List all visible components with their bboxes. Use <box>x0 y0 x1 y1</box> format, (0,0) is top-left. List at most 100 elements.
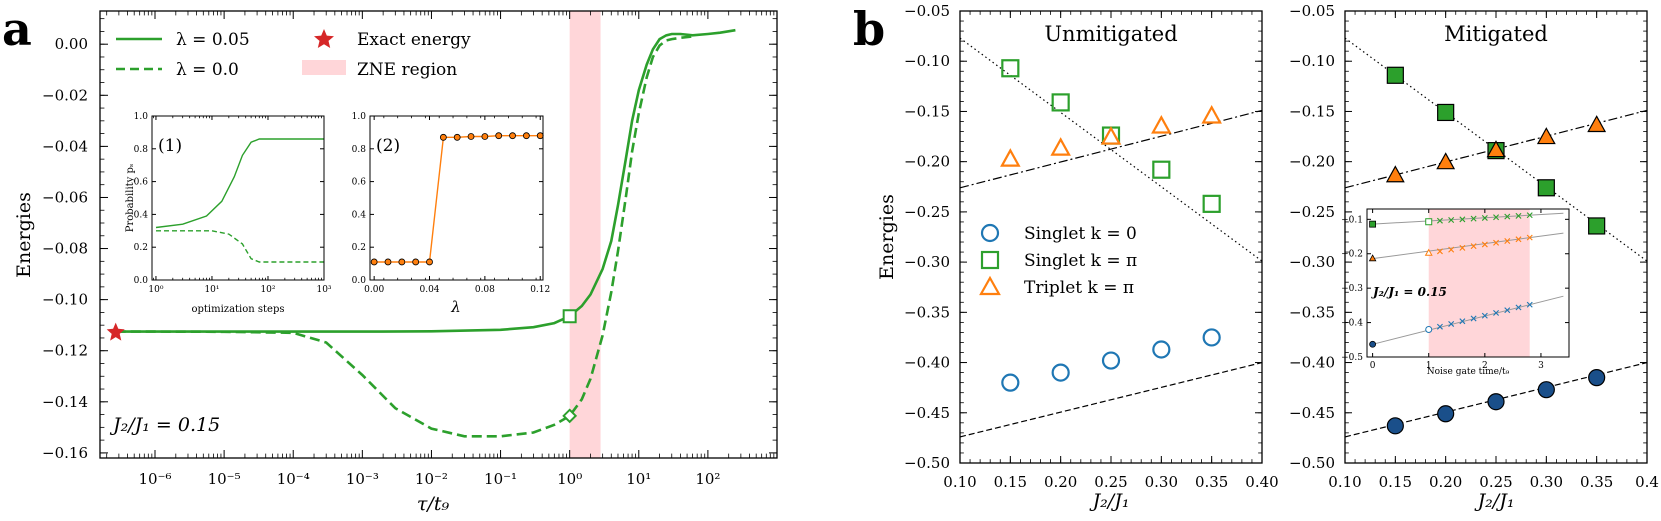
exact-energy-star-icon <box>106 322 125 341</box>
inset-x-point <box>1481 214 1488 221</box>
inset-x-point <box>1436 248 1443 255</box>
series-lambda-005-line <box>115 28 736 333</box>
square-point <box>1537 179 1555 197</box>
inset-x-point <box>1493 214 1500 221</box>
x-tick-label: 2 <box>1482 361 1488 371</box>
y-tick-label: −0.14 <box>42 393 88 411</box>
x-tick-label: 0.00 <box>364 285 384 295</box>
triangle-point <box>1536 127 1556 145</box>
x-tick-label: 10² <box>260 285 275 295</box>
y-tick-label: −0.02 <box>42 86 88 104</box>
inset-x-point <box>1504 213 1511 220</box>
panel-a-markers <box>106 309 578 424</box>
inset2-point <box>495 132 503 140</box>
circle-point <box>1001 373 1020 392</box>
panel-a-lines <box>115 28 736 438</box>
triangle-point <box>1000 148 1021 167</box>
inset-x-point <box>1515 212 1522 219</box>
x-tick-label: 10⁻⁴ <box>277 470 310 488</box>
x-tick-label: 10⁻⁶ <box>138 470 171 488</box>
legend-triplet-kpi: Triplet k = π <box>1024 278 1134 298</box>
panel-b-inset-frame <box>1366 208 1570 358</box>
inset2-point <box>439 133 447 141</box>
panel-a-annotation: J₂/J₁ = 0.15 <box>109 414 220 436</box>
circle-point <box>1051 363 1070 382</box>
circle-point <box>1487 393 1505 411</box>
x-tick-label: 0.4 <box>1635 473 1659 491</box>
triangle-point <box>1486 140 1506 158</box>
inset-x-point <box>1515 236 1522 243</box>
y-tick-label: −0.20 <box>904 153 950 171</box>
y-tick-label: −0.15 <box>1289 102 1335 120</box>
inset-first-point <box>1425 218 1433 226</box>
x-tick-label: 10⁰ <box>148 285 163 295</box>
y-tick-label: −0.10 <box>904 52 950 70</box>
y-tick-label: 0.2 <box>352 243 366 253</box>
y-tick-label: −0.45 <box>1289 404 1335 422</box>
inset-x-point <box>1436 217 1443 224</box>
y-tick-label: 0.6 <box>134 178 149 188</box>
y-tick-label: −0.16 <box>42 444 88 462</box>
legend-circle-icon <box>980 223 1000 243</box>
inset-x-point <box>1436 323 1443 330</box>
panel-a-ylabel: Energies <box>13 192 35 278</box>
inset-1-frame <box>151 115 325 281</box>
y-tick-label: −0.50 <box>904 454 950 472</box>
y-tick-label: 1.0 <box>352 112 367 122</box>
legend-zne-swatch <box>302 60 346 75</box>
x-tick-label: 0.20 <box>1044 473 1077 491</box>
inset-extrapolated-point <box>1368 254 1377 262</box>
inset-x-point <box>1459 318 1466 325</box>
triangle-point <box>1385 165 1405 183</box>
inset2-point <box>370 258 378 266</box>
inset-2-lines <box>370 132 544 266</box>
y-tick-label: 0.8 <box>352 145 367 155</box>
panel-a: 10⁻⁶ 10⁻⁵ 10⁻⁴ 10⁻³ 10⁻² 10⁻¹ 10⁰ 10¹ 10² 0.00 −0.… <box>13 10 778 515</box>
inset-2-bg <box>370 116 543 280</box>
y-tick-label: −0.04 <box>42 137 88 155</box>
circle-point <box>1202 328 1221 347</box>
inset-zne-band <box>1428 209 1530 357</box>
panel-a-legend: λ = 0.05 λ = 0.0 Exact energy ZNE region <box>116 29 471 80</box>
y-tick-label: −0.30 <box>904 253 950 271</box>
y-tick-label: −0.35 <box>904 303 950 321</box>
legend-singlet-k0: Singlet k = 0 <box>1024 224 1137 244</box>
inset-x-point <box>1493 309 1500 316</box>
zne-diamond-marker <box>562 408 578 424</box>
x-tick-label: 1 <box>1426 361 1432 371</box>
inset-2: 0.00 0.04 0.08 0.12 0.0 0.2 0.4 0.6 0.8 1.0 (2) λ <box>352 112 551 316</box>
y-tick-label: −0.35 <box>1289 303 1335 321</box>
inset-x-point <box>1459 244 1466 251</box>
inset-x-point <box>1448 217 1455 224</box>
panel-b-inset-ticks: 0 1 2 3 −0.1 −0.2 −0.3 −0.4 −0.5 <box>1341 209 1569 371</box>
inset-extrapolated-point <box>1369 220 1377 228</box>
y-tick-label: −0.4 <box>1341 319 1363 329</box>
y-tick-label: −0.30 <box>1289 253 1335 271</box>
panel-b-inset-lines <box>1372 212 1564 345</box>
x-tick-label: 10¹ <box>626 470 651 488</box>
legend-label-lambda-005: λ = 0.05 <box>176 30 250 50</box>
panel-b-right-markers <box>1385 66 1607 435</box>
y-tick-label: −0.25 <box>1289 203 1335 221</box>
legend-label-lambda-0: λ = 0.0 <box>176 60 239 80</box>
x-tick-label: 10³ <box>316 285 331 295</box>
square-point <box>1386 66 1404 84</box>
inset-1-ticks: 10⁰ 10¹ 10² 10³ 0.0 0.2 0.4 0.6 0.8 1.0 <box>134 112 332 295</box>
inset-1: 10⁰ 10¹ 10² 10³ 0.0 0.2 0.4 0.6 0.8 1.0 (1) optim… <box>125 112 332 315</box>
y-tick-label: −0.3 <box>1341 284 1363 294</box>
y-tick-label: 0.4 <box>352 210 367 220</box>
inset-2-xlabel: λ <box>450 298 461 316</box>
square-point <box>1152 160 1171 179</box>
y-tick-label: −0.15 <box>904 102 950 120</box>
x-tick-label: 10⁰ <box>557 470 582 488</box>
y-tick-label: 0.4 <box>134 210 149 220</box>
legend-triangle-icon <box>979 275 1001 296</box>
y-tick-label: 0.2 <box>134 243 148 253</box>
inset-x-point <box>1448 246 1455 253</box>
x-tick-label: 3 <box>1538 361 1544 371</box>
inset-fit-line <box>1372 295 1564 345</box>
inset-2-ticks: 0.00 0.04 0.08 0.12 0.0 0.2 0.4 0.6 0.8 1.0 <box>352 112 551 295</box>
x-tick-label: 0.04 <box>419 285 439 295</box>
circle-point <box>1101 351 1121 370</box>
square-point <box>1202 194 1221 213</box>
